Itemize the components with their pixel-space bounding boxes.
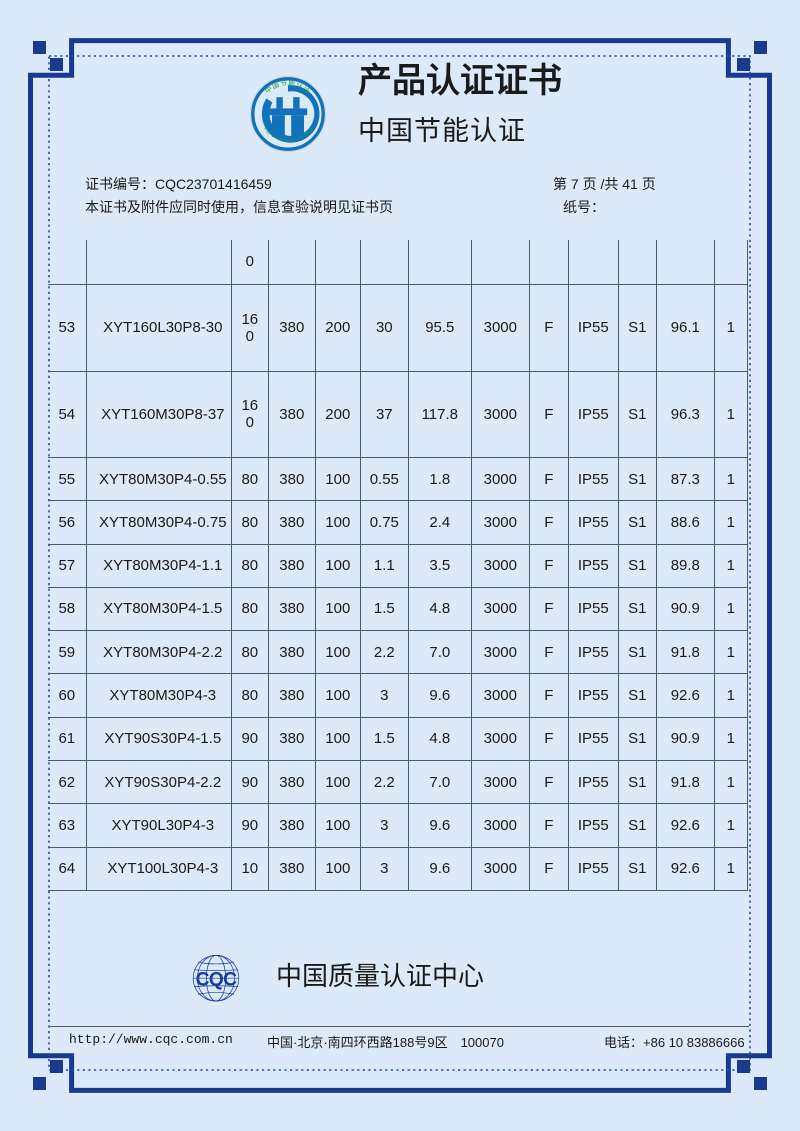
svg-text:CQC: CQC <box>196 969 238 990</box>
